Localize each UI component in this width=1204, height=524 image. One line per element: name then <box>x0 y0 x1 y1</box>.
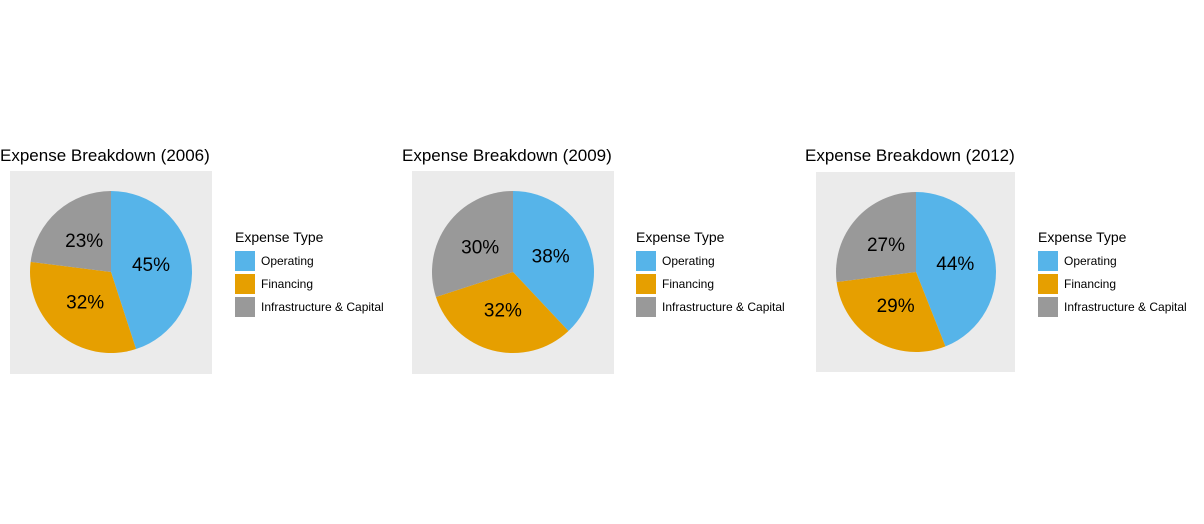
chart-title: Expense Breakdown (2012) <box>805 146 1015 165</box>
pie-slice-infrastructure <box>431 190 513 298</box>
legend-title: Expense Type <box>636 229 725 245</box>
slice-label-infrastructure: 30% <box>461 238 499 259</box>
legend-title: Expense Type <box>1038 229 1127 245</box>
legend-label: Operating <box>662 253 715 268</box>
legend-label: Infrastructure & Capital <box>261 299 384 314</box>
slice-label-financing: 32% <box>66 293 104 314</box>
legend-item-infrastructure: Infrastructure & Capital <box>235 295 384 318</box>
legend-label: Infrastructure & Capital <box>662 299 785 314</box>
slice-label-operating: 38% <box>532 247 570 268</box>
pie-chart-panel-2006: Expense Breakdown (2006) 45% 32% 23% Expen… <box>0 0 400 524</box>
legend-item-financing: Financing <box>1038 272 1187 295</box>
slice-label-financing: 32% <box>484 301 522 322</box>
pie-slice-operating <box>513 191 595 332</box>
legend-label: Financing <box>261 276 314 291</box>
pie-slice-financing <box>435 272 569 354</box>
pie-chart-panel-2012: Expense Breakdown (2012) 44% 29% 27% Expen… <box>805 0 1204 524</box>
legend-key-financing <box>235 273 255 294</box>
legend-key-operating <box>636 250 656 271</box>
legend-label: Operating <box>1064 253 1117 268</box>
legend-key-operating <box>1038 250 1058 271</box>
pie-chart: 38% 32% 30% <box>431 190 595 354</box>
legend: Expense Type Operating Financing Infrast… <box>636 229 785 318</box>
slice-label-financing: 29% <box>877 296 915 317</box>
slice-label-operating: 45% <box>132 255 170 276</box>
slice-label-infrastructure: 23% <box>65 231 103 252</box>
pie-slice-infrastructure <box>835 192 916 283</box>
legend-key-infrastructure <box>1038 296 1058 317</box>
legend: Expense Type Operating Financing Infrast… <box>1038 229 1187 318</box>
legend-item-infrastructure: Infrastructure & Capital <box>636 295 785 318</box>
legend-label: Financing <box>662 276 715 291</box>
legend-item-financing: Financing <box>235 272 384 295</box>
legend-key-infrastructure <box>636 296 656 317</box>
legend-label: Operating <box>261 253 314 268</box>
legend-item-financing: Financing <box>636 272 785 295</box>
pie-chart: 44% 29% 27% <box>835 192 996 352</box>
pie-slice-operating <box>916 192 996 347</box>
legend-item-operating: Operating <box>1038 249 1187 272</box>
chart-title: Expense Breakdown (2009) <box>402 146 612 165</box>
legend: Expense Type Operating Financing Infrast… <box>235 229 384 318</box>
legend-key-infrastructure <box>235 296 255 317</box>
legend-item-operating: Operating <box>235 249 384 272</box>
pie-slice-operating <box>111 191 193 350</box>
legend-key-financing <box>636 273 656 294</box>
legend-key-operating <box>235 250 255 271</box>
chart-title: Expense Breakdown (2006) <box>0 146 210 165</box>
legend-label: Financing <box>1064 276 1117 291</box>
pie-slice-financing <box>836 272 946 352</box>
legend-item-infrastructure: Infrastructure & Capital <box>1038 295 1187 318</box>
slice-label-operating: 44% <box>936 254 974 275</box>
legend-key-financing <box>1038 273 1058 294</box>
legend-title: Expense Type <box>235 229 324 245</box>
pie-chart-panel-2009: Expense Breakdown (2009) 38% 32% 30% Expen… <box>402 0 802 524</box>
pie-chart: 45% 32% 23% <box>30 191 193 354</box>
slice-label-infrastructure: 27% <box>867 235 905 256</box>
pie-slice-financing <box>30 261 137 354</box>
legend-label: Infrastructure & Capital <box>1064 299 1187 314</box>
pie-slice-infrastructure <box>30 191 111 272</box>
legend-item-operating: Operating <box>636 249 785 272</box>
